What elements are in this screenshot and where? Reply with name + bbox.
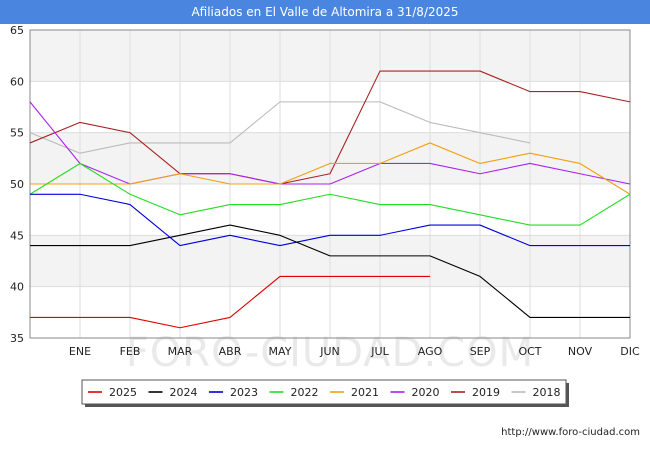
legend-label: 2023 (230, 386, 258, 399)
y-tick-label: 50 (10, 178, 24, 191)
series-line-2022 (29, 162, 631, 226)
legend-label: 2019 (472, 386, 500, 399)
legend-label: 2024 (170, 386, 198, 399)
x-tick-label: JUN (319, 345, 340, 358)
legend-item-2023: 2023 (209, 386, 258, 399)
legend-box (81, 379, 567, 405)
x-tick-label: JUL (370, 345, 389, 358)
y-tick-label: 40 (10, 281, 24, 294)
legend-label: 2020 (412, 386, 440, 399)
title-bar (0, 0, 650, 24)
x-tick-label: ENE (69, 345, 91, 358)
y-tick-label: 35 (10, 332, 24, 345)
y-tick-label: 65 (10, 24, 24, 37)
series-line-2023 (30, 193, 630, 247)
legend-item-2019: 2019 (451, 386, 500, 399)
x-tick-label: NOV (568, 345, 593, 358)
series-line-2019 (29, 70, 631, 185)
x-tick-label: MAR (168, 345, 193, 358)
legend-item-2022: 2022 (269, 386, 319, 399)
legend-item-2020: 2020 (390, 386, 440, 399)
y-tick-label: 60 (10, 75, 24, 88)
series-line-2021 (30, 142, 631, 195)
x-tick-label: SEP (470, 345, 491, 358)
y-tick-label: 45 (10, 229, 24, 242)
series-line-2024 (30, 224, 630, 319)
chart-title: Afiliados en El Valle de Altomira a 31/8… (191, 5, 459, 19)
legend-item-2021: 2021 (330, 386, 379, 399)
x-tick-label: OCT (518, 345, 541, 358)
legend-label: 2025 (109, 386, 137, 399)
legend-item-2018: 2018 (511, 386, 561, 399)
x-tick-label: AGO (418, 345, 443, 358)
y-tick-label: 55 (10, 127, 24, 140)
x-tick-label: ABR (219, 345, 242, 358)
legend-item-2025: 2025 (88, 386, 137, 399)
series-line-2018 (29, 101, 531, 154)
legend-label: 2018 (533, 386, 561, 399)
legend-item-2024: 2024 (148, 386, 198, 399)
x-tick-label: FEB (120, 345, 141, 358)
x-tick-label: DIC (620, 345, 640, 358)
footer-url[interactable]: http://www.foro-ciudad.com (501, 427, 640, 438)
x-tick-label: MAY (269, 345, 292, 358)
legend-label: 2021 (351, 386, 379, 399)
series-line-2025 (30, 275, 430, 329)
legend-label: 2022 (291, 386, 319, 399)
